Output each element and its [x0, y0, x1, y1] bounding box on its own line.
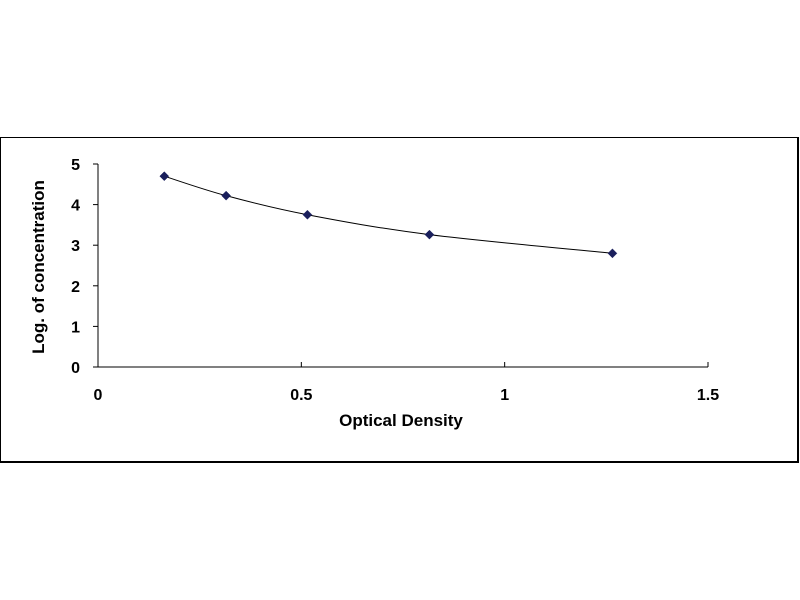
x-tick-label: 0 [94, 387, 103, 404]
points-layer [159, 171, 618, 259]
x-axis-title: Optical Density [339, 411, 463, 430]
y-tick-label: 4 [71, 198, 80, 215]
data-point [159, 171, 170, 182]
y-tick-label: 5 [71, 157, 80, 174]
data-point [424, 229, 435, 240]
axes-layer [97, 164, 708, 368]
y-axis-title: Log. of concentration [29, 180, 48, 354]
ticks-layer: 0 1 2 3 4 5 0 0.5 1 1.5 [71, 157, 719, 404]
y-tick-label: 0 [71, 360, 80, 377]
y-tick-label: 1 [71, 319, 80, 336]
data-point [607, 248, 618, 259]
data-point [302, 209, 313, 220]
fit-curve [164, 175, 613, 254]
x-tick-label: 0.5 [290, 387, 312, 404]
chart-frame [0, 137, 799, 463]
data-point [221, 190, 231, 201]
curve-layer [164, 175, 613, 254]
y-tick-label: 3 [71, 238, 80, 255]
y-tick-label: 2 [71, 279, 80, 296]
x-tick-label: 1.5 [697, 387, 719, 404]
x-tick-label: 1 [500, 387, 509, 404]
